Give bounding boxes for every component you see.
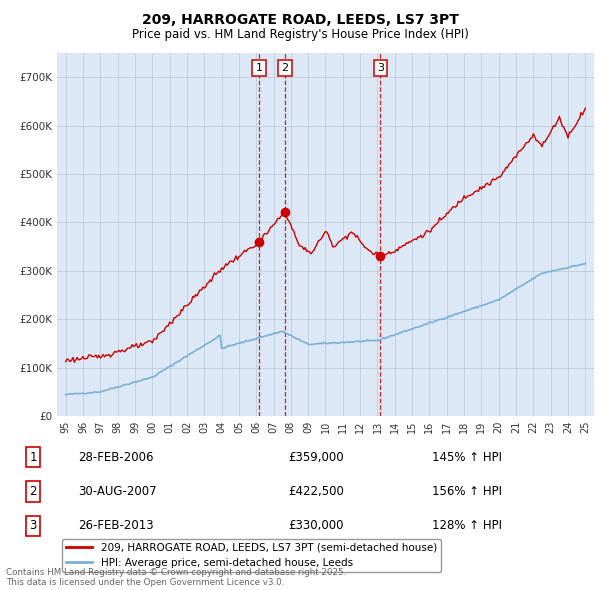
Text: 156% ↑ HPI: 156% ↑ HPI <box>432 485 502 498</box>
Text: 145% ↑ HPI: 145% ↑ HPI <box>432 451 502 464</box>
Text: 26-FEB-2013: 26-FEB-2013 <box>78 519 154 532</box>
Text: 2: 2 <box>29 485 37 498</box>
Text: Price paid vs. HM Land Registry's House Price Index (HPI): Price paid vs. HM Land Registry's House … <box>131 28 469 41</box>
Text: 3: 3 <box>377 63 384 73</box>
Legend: 209, HARROGATE ROAD, LEEDS, LS7 3PT (semi-detached house), HPI: Average price, s: 209, HARROGATE ROAD, LEEDS, LS7 3PT (sem… <box>62 539 441 572</box>
Text: £359,000: £359,000 <box>288 451 344 464</box>
Text: 1: 1 <box>29 451 37 464</box>
Text: £422,500: £422,500 <box>288 485 344 498</box>
Text: 2: 2 <box>281 63 289 73</box>
Text: 128% ↑ HPI: 128% ↑ HPI <box>432 519 502 532</box>
Text: £330,000: £330,000 <box>288 519 343 532</box>
Text: Contains HM Land Registry data © Crown copyright and database right 2025.
This d: Contains HM Land Registry data © Crown c… <box>6 568 346 587</box>
Text: 3: 3 <box>29 519 37 532</box>
Text: 1: 1 <box>256 63 262 73</box>
Text: 209, HARROGATE ROAD, LEEDS, LS7 3PT: 209, HARROGATE ROAD, LEEDS, LS7 3PT <box>142 13 458 27</box>
Text: 28-FEB-2006: 28-FEB-2006 <box>78 451 154 464</box>
Text: 30-AUG-2007: 30-AUG-2007 <box>78 485 157 498</box>
